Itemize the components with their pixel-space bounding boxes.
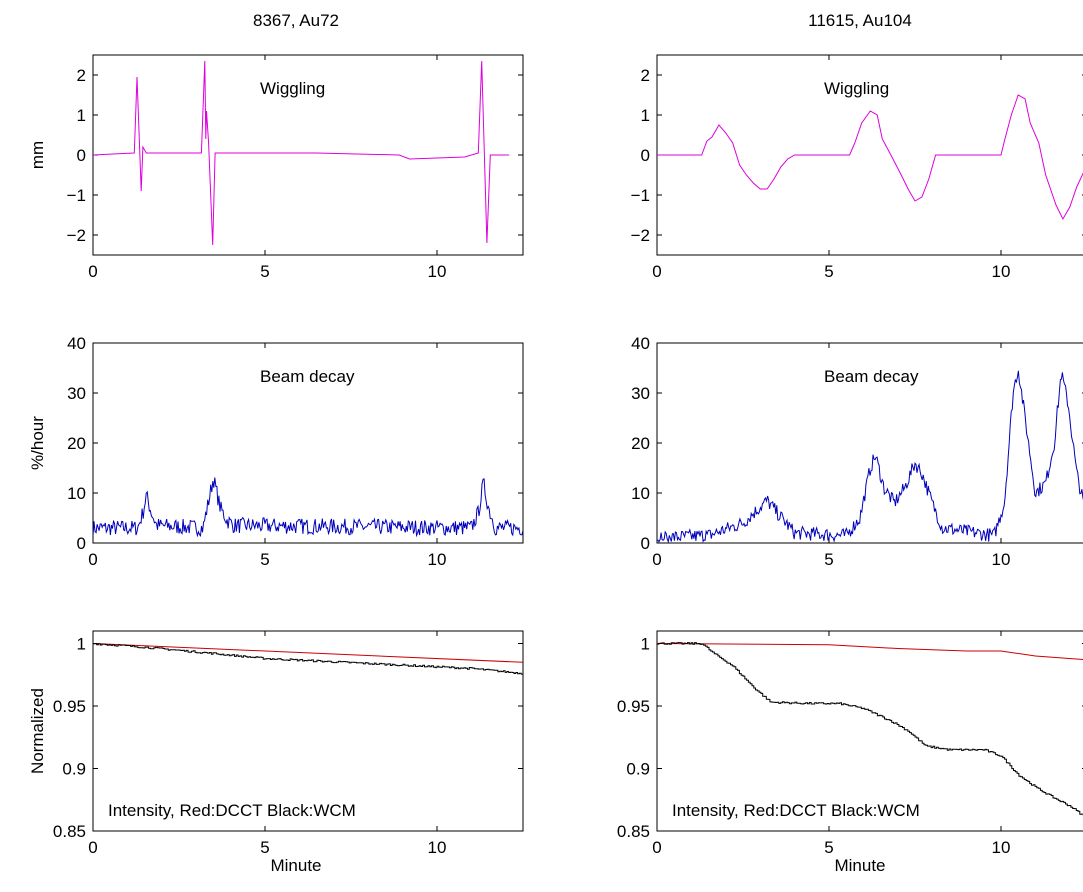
x-tick-label: 5 (260, 838, 269, 857)
series-line (93, 643, 523, 663)
y-tick-label: −2 (67, 226, 86, 245)
y-tick-label: 30 (631, 384, 650, 403)
plot-area (92, 630, 524, 832)
y-tick-label: −1 (67, 186, 86, 205)
series-line (657, 370, 1083, 543)
y-tick-label: 0.85 (53, 822, 86, 841)
x-tick-label: 5 (824, 262, 833, 281)
y-tick-label: 40 (631, 334, 650, 353)
x-tick-label: 0 (652, 838, 661, 857)
x-tick-label: 0 (88, 838, 97, 857)
x-tick-label: 10 (428, 838, 447, 857)
chart-panel: 0 5 10 0 10 20 30 40 Beam decay (631, 334, 1083, 569)
series-line (93, 643, 523, 675)
x-tick-label: 5 (260, 550, 269, 569)
y-tick-label: 10 (631, 484, 650, 503)
plot-area (92, 54, 524, 256)
x-axis-label: Minute (834, 856, 885, 875)
annotation: Beam decay (824, 367, 919, 386)
plot-area (656, 342, 1083, 544)
x-axis-label: Minute (270, 856, 321, 875)
annotation: Intensity, Red:DCCT Black:WCM (672, 801, 920, 820)
y-tick-label: 2 (77, 66, 86, 85)
x-tick-label: 10 (428, 262, 447, 281)
y-tick-label: 1 (641, 106, 650, 125)
y-tick-label: 0 (641, 534, 650, 553)
plot-area (656, 630, 1083, 832)
y-axis-label: Normalized (28, 688, 47, 774)
x-tick-label: 0 (88, 262, 97, 281)
chart-panel: 0 5 10 −2 −1 0 1 2 11615, Au104 Wiggling (631, 11, 1083, 281)
y-tick-label: 0 (77, 534, 86, 553)
chart-panel: 0 5 10 0 10 20 30 40 %/hour Beam decay (28, 334, 524, 569)
x-tick-label: 10 (992, 838, 1011, 857)
y-tick-label: 0.95 (617, 697, 650, 716)
annotation: Intensity, Red:DCCT Black:WCM (108, 801, 356, 820)
chart-panel: 0 5 10 −2 −1 0 1 2 8367, Au72 mm Wiggling (28, 11, 524, 281)
y-tick-label: 2 (641, 66, 650, 85)
chart-title: 11615, Au104 (808, 11, 912, 30)
y-tick-label: 20 (67, 434, 86, 453)
y-tick-label: −1 (631, 186, 650, 205)
y-tick-label: 0.9 (626, 760, 650, 779)
y-tick-label: 0.9 (62, 760, 86, 779)
series-line (657, 643, 1083, 661)
series-line (93, 477, 523, 538)
chart-panel: 0 5 10 0.85 0.9 0.95 1 Minute Intensity, Red:DCC… (617, 630, 1083, 875)
y-tick-label: 1 (77, 635, 86, 654)
x-tick-label: 10 (992, 550, 1011, 569)
y-tick-label: 0.95 (53, 697, 86, 716)
x-tick-label: 10 (992, 262, 1011, 281)
x-tick-label: 5 (260, 262, 269, 281)
plot-area (92, 342, 524, 544)
x-tick-label: 0 (652, 262, 661, 281)
series-line (93, 60, 510, 246)
annotation: Wiggling (824, 79, 889, 98)
x-tick-label: 0 (652, 550, 661, 569)
chart-panel: 0 5 10 0.85 0.9 0.95 1 Normalized Minute Intensit… (28, 630, 524, 875)
y-tick-label: 0 (77, 146, 86, 165)
y-axis-label: mm (28, 141, 47, 169)
x-tick-label: 10 (428, 550, 447, 569)
y-tick-label: 1 (77, 106, 86, 125)
y-tick-label: 0.85 (617, 822, 650, 841)
y-tick-label: 20 (631, 434, 650, 453)
x-tick-label: 0 (88, 550, 97, 569)
y-tick-label: 0 (641, 146, 650, 165)
annotation: Wiggling (260, 79, 325, 98)
y-tick-label: −2 (631, 226, 650, 245)
y-axis-label: %/hour (28, 416, 47, 470)
chart-title: 8367, Au72 (253, 11, 339, 30)
series-line (657, 94, 1083, 221)
y-tick-label: 1 (641, 635, 650, 654)
y-tick-label: 10 (67, 484, 86, 503)
x-tick-label: 5 (824, 838, 833, 857)
y-tick-label: 40 (67, 334, 86, 353)
x-tick-label: 5 (824, 550, 833, 569)
annotation: Beam decay (260, 367, 355, 386)
series-line (657, 642, 1083, 817)
y-tick-label: 30 (67, 384, 86, 403)
